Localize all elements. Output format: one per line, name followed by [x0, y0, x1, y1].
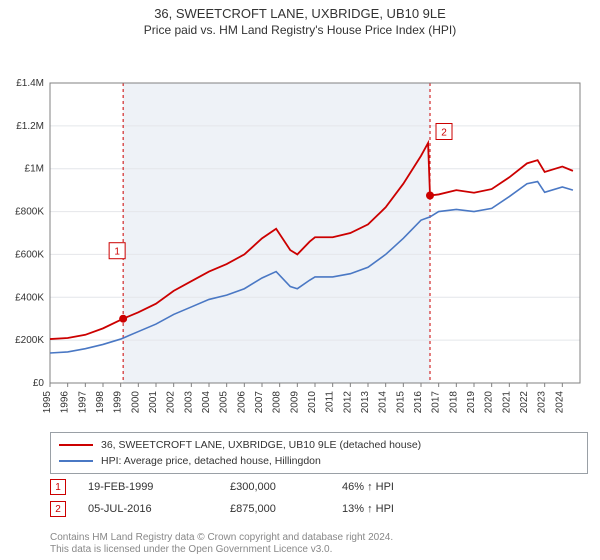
- legend-item: 36, SWEETCROFT LANE, UXBRIDGE, UB10 9LE …: [59, 437, 579, 453]
- svg-text:2014: 2014: [378, 391, 389, 414]
- svg-text:2015: 2015: [395, 391, 406, 414]
- svg-text:2018: 2018: [448, 391, 459, 414]
- svg-text:2000: 2000: [130, 391, 141, 414]
- svg-text:1998: 1998: [95, 391, 106, 414]
- legend-swatch: [59, 460, 93, 462]
- svg-text:2006: 2006: [236, 391, 247, 414]
- svg-text:£0: £0: [33, 378, 45, 389]
- svg-text:2012: 2012: [342, 391, 353, 414]
- price-chart: £0 £200K £400K £600K £800K £1M £1.2M £1.4M 1995 1…: [0, 37, 600, 431]
- legend-label: 36, SWEETCROFT LANE, UXBRIDGE, UB10 9LE …: [101, 439, 421, 451]
- svg-text:2023: 2023: [537, 391, 548, 414]
- sale-price: £300,000: [230, 481, 320, 493]
- svg-text:2008: 2008: [272, 391, 283, 414]
- svg-text:2016: 2016: [413, 391, 424, 414]
- svg-text:£800K: £800K: [15, 207, 44, 218]
- sale-diff: 46% ↑ HPI: [342, 481, 432, 493]
- svg-text:£1.4M: £1.4M: [16, 78, 44, 89]
- legend-swatch: [59, 444, 93, 446]
- chart-title-subtitle: Price paid vs. HM Land Registry's House …: [0, 23, 600, 37]
- legend-item: HPI: Average price, detached house, Hill…: [59, 453, 579, 469]
- footnote-line2: This data is licensed under the Open Gov…: [50, 544, 332, 555]
- chart-title-address: 36, SWEETCROFT LANE, UXBRIDGE, UB10 9LE: [0, 6, 600, 21]
- svg-text:2011: 2011: [325, 391, 336, 413]
- sale-diff: 13% ↑ HPI: [342, 503, 432, 515]
- svg-text:2003: 2003: [183, 391, 194, 414]
- svg-text:2021: 2021: [501, 391, 512, 414]
- svg-text:2: 2: [441, 128, 447, 139]
- svg-text:£1.2M: £1.2M: [16, 121, 44, 132]
- footnote-line1: Contains HM Land Registry data © Crown c…: [50, 532, 393, 543]
- svg-text:2020: 2020: [484, 391, 495, 414]
- sale-marker-badge: 1: [50, 479, 66, 495]
- sales-table: 1 19-FEB-1999 £300,000 46% ↑ HPI 2 05-JUL-201…: [50, 476, 588, 520]
- svg-text:2017: 2017: [431, 391, 442, 414]
- svg-text:£1M: £1M: [25, 164, 44, 175]
- svg-text:1996: 1996: [60, 391, 71, 414]
- footnote: Contains HM Land Registry data © Crown c…: [50, 532, 588, 556]
- svg-text:1999: 1999: [113, 391, 124, 414]
- sale-marker-badge: 2: [50, 501, 66, 517]
- legend-label: HPI: Average price, detached house, Hill…: [101, 455, 321, 467]
- svg-text:1997: 1997: [77, 391, 88, 414]
- svg-text:2013: 2013: [360, 391, 371, 414]
- sale-row: 1 19-FEB-1999 £300,000 46% ↑ HPI: [50, 476, 588, 498]
- svg-text:2022: 2022: [519, 391, 530, 414]
- svg-text:2010: 2010: [307, 391, 318, 414]
- svg-text:2001: 2001: [148, 391, 159, 414]
- svg-text:1995: 1995: [42, 391, 53, 414]
- sale-date: 19-FEB-1999: [88, 481, 208, 493]
- legend-box: 36, SWEETCROFT LANE, UXBRIDGE, UB10 9LE …: [50, 432, 588, 474]
- svg-text:2005: 2005: [219, 391, 230, 414]
- sale-row: 2 05-JUL-2016 £875,000 13% ↑ HPI: [50, 498, 588, 520]
- svg-text:£600K: £600K: [15, 249, 44, 260]
- svg-text:2019: 2019: [466, 391, 477, 414]
- sale-date: 05-JUL-2016: [88, 503, 208, 515]
- svg-text:1: 1: [114, 247, 120, 258]
- svg-text:2002: 2002: [166, 391, 177, 414]
- svg-text:2024: 2024: [554, 391, 565, 414]
- svg-text:£400K: £400K: [15, 292, 44, 303]
- svg-text:2009: 2009: [289, 391, 300, 414]
- sale-price: £875,000: [230, 503, 320, 515]
- svg-text:£200K: £200K: [15, 335, 44, 346]
- svg-text:2007: 2007: [254, 391, 265, 414]
- svg-text:2004: 2004: [201, 391, 212, 414]
